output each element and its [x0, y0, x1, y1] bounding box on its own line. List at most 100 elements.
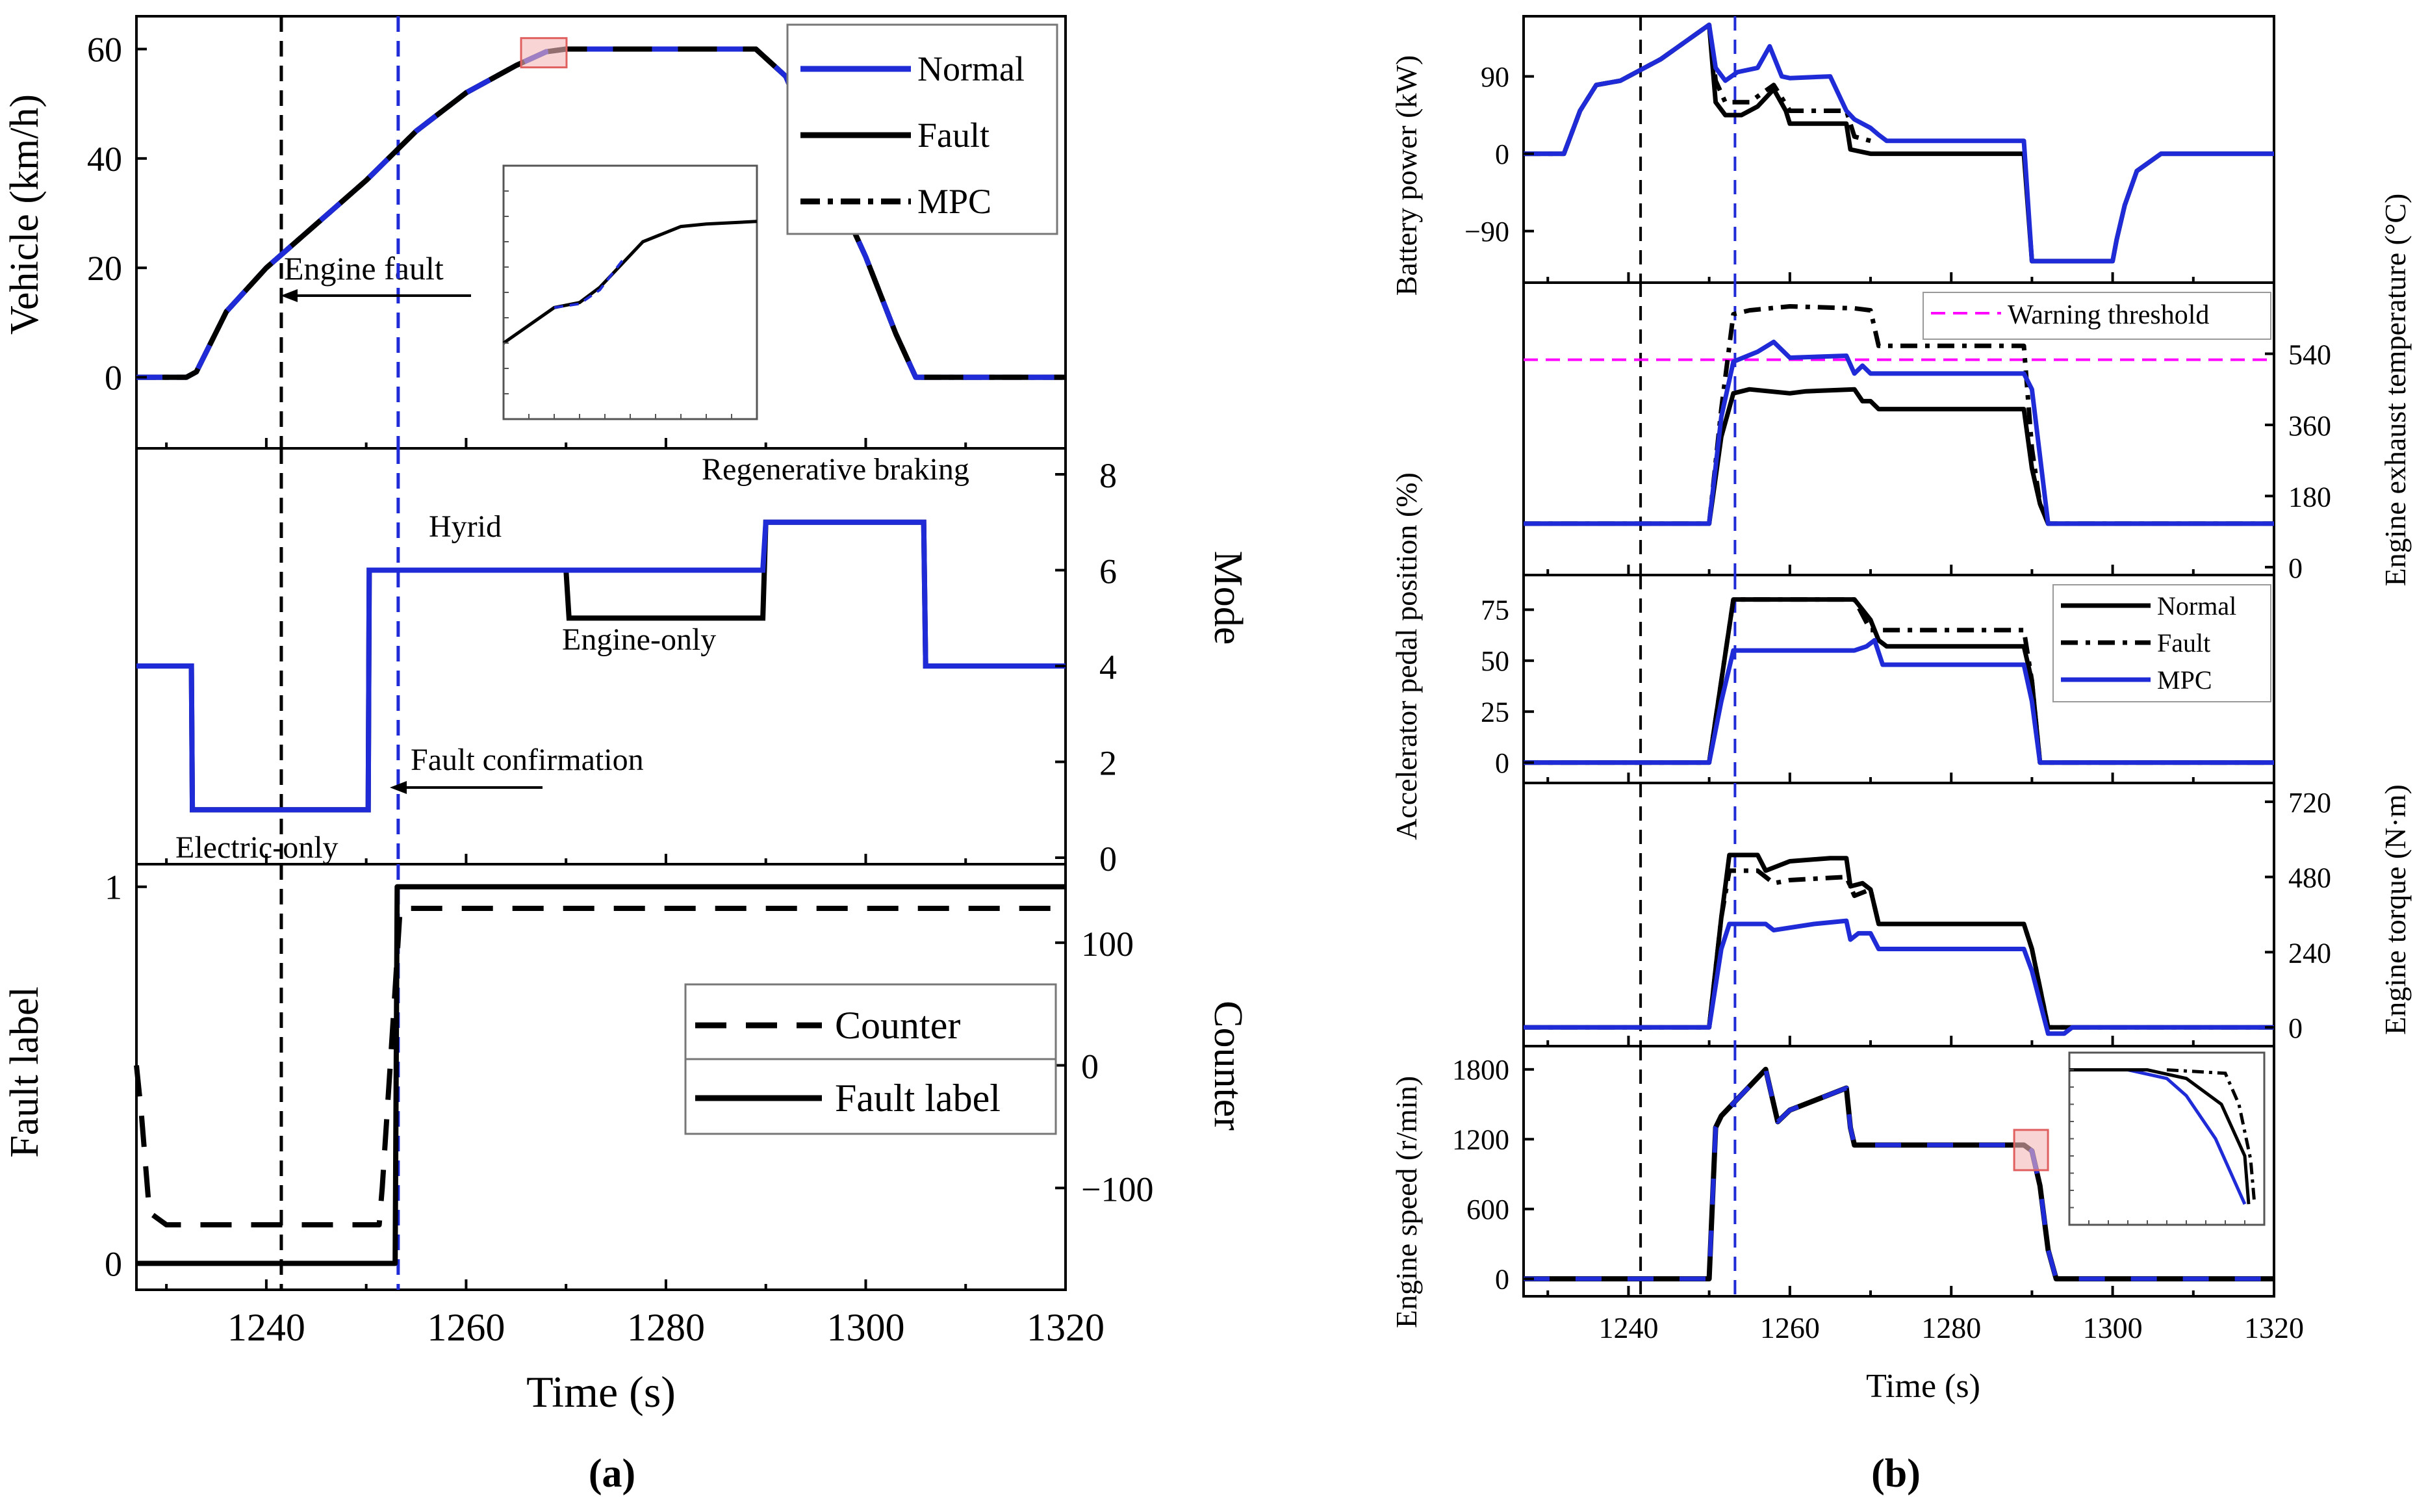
b-speed-ytick-label: 1800 — [1452, 1054, 1509, 1086]
b-speed-ytick-label: 600 — [1466, 1194, 1509, 1225]
hybrid-annotation: Hyrid — [429, 509, 502, 544]
a-fault-ytick-label: 1 — [105, 868, 122, 907]
a-fault-xtick-label: 1300 — [826, 1306, 904, 1349]
b-speed-series-normal — [1524, 1067, 2274, 1281]
b-battery-frame — [1522, 15, 2275, 284]
a-mode-ylabel: Mode — [1206, 551, 1250, 645]
b-pedal-ytick-label: 50 — [1481, 645, 1509, 677]
a-mode-y2tick-label: 8 — [1099, 456, 1117, 495]
b-exhaust-y2tick-label: 180 — [2288, 481, 2331, 513]
b-battery-ytick-label: −90 — [1464, 216, 1509, 248]
engine-fault-arrow-head — [281, 289, 298, 302]
a-fault-ytick-label: 0 — [105, 1244, 122, 1283]
a-fault-xtick-label: 1260 — [427, 1306, 505, 1349]
b-xlabel: Time (s) — [1866, 1368, 1980, 1405]
b-pedal-ytick-label: 75 — [1481, 595, 1509, 626]
electric-only-annotation: Electric-only — [175, 830, 339, 865]
b-torque-series-mpc — [1524, 918, 2274, 1036]
a-vehicle-zoom-box — [520, 37, 568, 69]
panel-a-caption: (a) — [589, 1452, 635, 1496]
b-exhaust-y2tick-label: 360 — [2288, 410, 2331, 442]
a-counter-y2tick-label: −100 — [1081, 1170, 1153, 1209]
a-mode-y2tick-label: 6 — [1099, 552, 1117, 591]
b-pedal-legend-label-fault: Fault — [2157, 628, 2210, 658]
fault-confirmation-arrow-head — [390, 781, 407, 794]
b-speed-xtick-label: 1280 — [1921, 1311, 1981, 1344]
b-torque-y2label: Engine torque (N·m) — [2379, 784, 2412, 1035]
a-fault-ylabel: Fault label — [3, 986, 47, 1157]
b-exhaust-legend — [1923, 292, 2271, 340]
b-torque-series-normal — [1524, 852, 2274, 1030]
b-pedal-ytick-label: 0 — [1495, 747, 1509, 779]
a-fault-legend-counter — [684, 983, 1057, 1060]
a-vehicle-ylabel: Vehicle (km/h) — [3, 94, 47, 335]
a-vehicle-ytick-label: 0 — [105, 358, 122, 397]
a-mode-y2tick-label: 2 — [1099, 744, 1117, 783]
b-torque-y2tick-label: 720 — [2288, 787, 2331, 819]
engine-only-annotation: Engine-only — [562, 622, 716, 657]
b-exhaust-y2tick-label: 0 — [2288, 552, 2303, 584]
a-fault-xtick-label: 1280 — [627, 1306, 705, 1349]
b-pedal-ylabel: Accelerator pedal position (%) — [1390, 472, 1423, 840]
a-vehicle-series-mpc — [136, 46, 1066, 380]
engine-fault-annotation: Engine fault — [284, 250, 444, 287]
b-speed-inset-fault-line — [2069, 1068, 2251, 1205]
a-counter-ylabel: Counter — [1206, 1001, 1250, 1131]
b-exhaust-y2tick-label: 540 — [2288, 339, 2331, 370]
b-battery-ytick-label: 90 — [1481, 61, 1509, 93]
b-battery-series-mpc — [1524, 22, 1871, 157]
b-torque-y2tick-label: 240 — [2288, 937, 2331, 969]
b-torque-frame — [1522, 782, 2275, 1047]
a-vehicle-normal-overlay — [136, 46, 1066, 380]
b-exhaust-legend-label: Warning threshold — [2008, 300, 2209, 330]
b-speed-ylabel: Engine speed (r/min) — [1390, 1076, 1423, 1328]
a-counter-y2tick-label: 0 — [1081, 1047, 1099, 1086]
b-battery-ytick-label: 0 — [1495, 138, 1509, 170]
b-speed-xtick-label: 1260 — [1760, 1311, 1820, 1344]
a-mode-series-normal — [136, 519, 1066, 813]
a-fault-series-fault-label — [136, 884, 1066, 1266]
b-speed-xtick-label: 1320 — [2244, 1311, 2304, 1344]
b-battery-series-normal — [1524, 22, 2274, 264]
b-torque-y2tick-label: 0 — [2288, 1012, 2303, 1044]
a-vehicle-legend-label-mpc: MPC — [917, 182, 991, 221]
b-speed-inset — [2068, 1051, 2266, 1226]
panel-b-caption: (b) — [1871, 1452, 1921, 1496]
a-vehicle-legend-label-normal: Normal — [917, 49, 1025, 88]
b-speed-zoom-box — [2013, 1129, 2049, 1172]
a-xlabel: Time (s) — [526, 1367, 676, 1416]
a-fault-legend-label-faultlabel: Fault label — [835, 1077, 1001, 1120]
b-speed-ytick-label: 1200 — [1452, 1124, 1509, 1156]
b-pedal-legend-label-normal: Normal — [2157, 591, 2236, 621]
a-vehicle-ytick-label: 20 — [87, 249, 122, 288]
b-exhaust-series-fault — [1524, 304, 2274, 526]
a-vehicle-ytick-label: 60 — [87, 30, 122, 69]
a-fault-legend-label-counter: Counter — [835, 1004, 960, 1047]
a-vehicle-legend-label-fault: Fault — [917, 116, 990, 155]
a-counter-y2tick-label: 100 — [1081, 925, 1134, 964]
a-fault-xtick-label: 1240 — [227, 1306, 305, 1349]
b-pedal-series-mpc — [1524, 637, 2274, 765]
b-speed-ytick-label: 0 — [1495, 1264, 1509, 1296]
fault-confirmation-annotation: Fault confirmation — [411, 743, 644, 777]
b-pedal-ytick-label: 25 — [1481, 697, 1509, 728]
a-vehicle-ytick-label: 40 — [87, 140, 122, 179]
a-fault-series-counter — [134, 906, 1066, 1227]
b-speed-xtick-label: 1300 — [2083, 1311, 2143, 1344]
a-fault-xtick-label: 1320 — [1027, 1306, 1105, 1349]
a-mode-y2tick-label: 0 — [1099, 839, 1117, 878]
b-torque-y2tick-label: 480 — [2288, 862, 2331, 894]
b-pedal-series-normal — [1524, 597, 2274, 765]
a-mode-y2tick-label: 4 — [1099, 648, 1117, 687]
b-speed-frame — [1522, 1045, 2275, 1298]
a-vehicle-inset-normal-line — [554, 256, 626, 309]
b-exhaust-series-mpc — [1524, 339, 2274, 526]
b-exhaust-y2label: Engine exhaust temperature (°C) — [2379, 194, 2412, 587]
b-exhaust-series-normal — [1524, 387, 2274, 526]
b-pedal-legend-label-mpc: MPC — [2157, 665, 2212, 695]
a-vehicle-inset — [502, 164, 758, 420]
b-battery-ylabel: Battery power (kW) — [1390, 55, 1423, 296]
b-speed-xtick-label: 1240 — [1598, 1311, 1658, 1344]
regen-braking-annotation: Regenerative braking — [702, 452, 969, 487]
